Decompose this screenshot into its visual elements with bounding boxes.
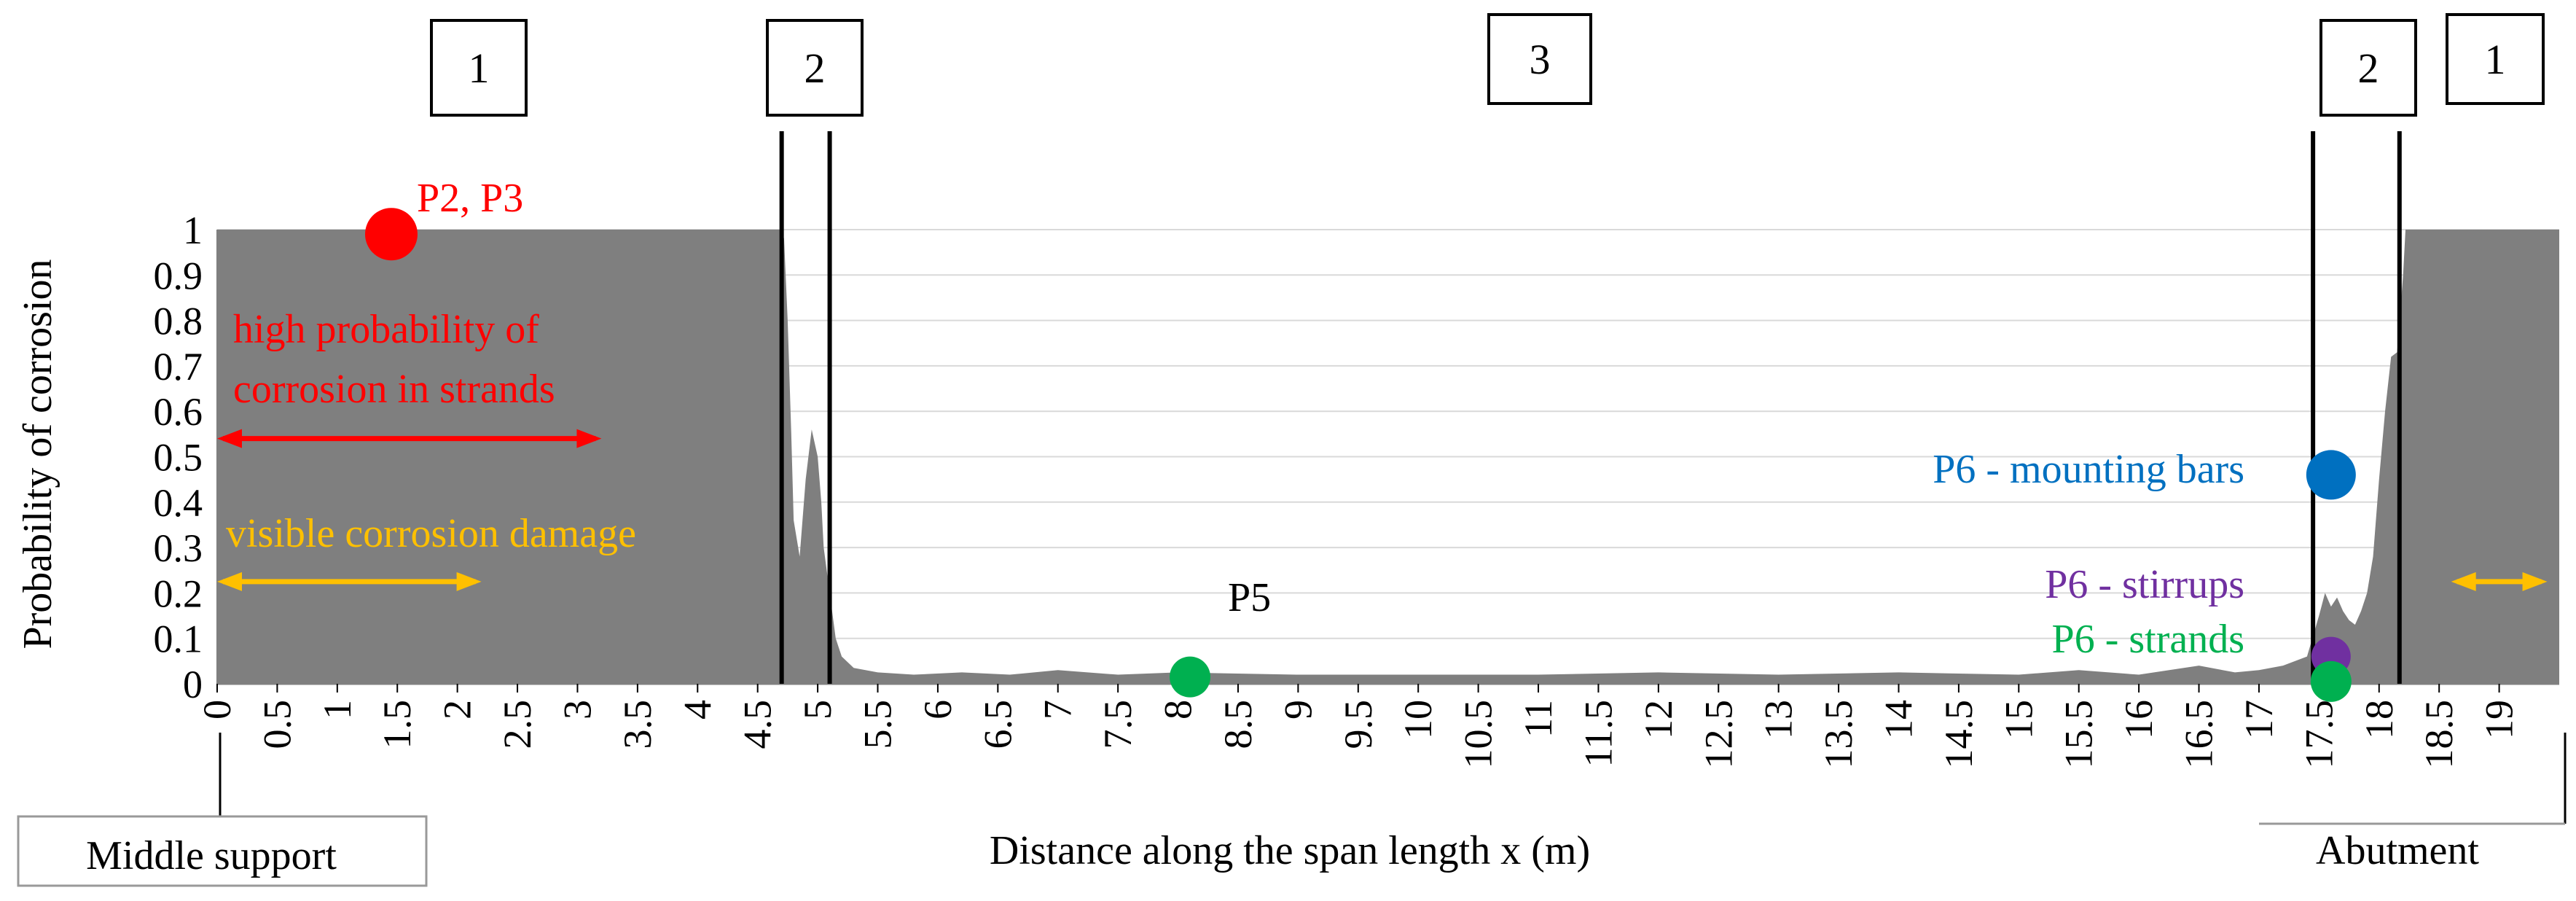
zone-boxes: 1 2 3 2 1: [430, 13, 2545, 117]
zone-box-label: 3: [1530, 36, 1551, 83]
arrow-head-right: [456, 572, 482, 591]
data-point: [1170, 656, 1211, 698]
point-label: P2, P3: [417, 176, 523, 221]
zone-box-label: 2: [804, 44, 826, 92]
x-tick-label: 12: [1637, 700, 1680, 739]
x-tick-label: 8.5: [1216, 700, 1260, 749]
x-tick-label: 9.5: [1336, 700, 1380, 749]
arrow-head-left: [2451, 572, 2476, 591]
x-tick-label: 6: [916, 700, 960, 719]
x-tick-label: 18: [2357, 700, 2401, 739]
zone-lines: [779, 131, 2402, 684]
annotation-visible-corrosion-damage: visible corrosion damage: [226, 511, 636, 556]
zone-box: [1487, 13, 1592, 105]
x-tick-label: 8: [1156, 700, 1200, 719]
x-tick-label: 11: [1516, 700, 1560, 738]
range-arrows: [217, 429, 2548, 591]
zone-box-label: 1: [469, 44, 490, 92]
y-tick-label: 0.5: [154, 436, 203, 480]
y-tick-label: 0.9: [154, 254, 203, 297]
x-tick-label: 11.5: [1576, 700, 1620, 768]
x-tick-label: 7: [1036, 700, 1080, 719]
x-tick-label: 5: [796, 700, 839, 719]
y-axis-title: Probability of corrosion: [15, 259, 60, 649]
y-tick-label: 0.3: [154, 526, 203, 570]
x-tick-label: 14: [1876, 700, 1920, 739]
y-tick-label: 0.1: [154, 617, 203, 661]
data-point: [2310, 660, 2352, 702]
x-tick-label: 9: [1276, 700, 1320, 719]
x-tick-label: 15.5: [2057, 700, 2101, 769]
x-tick-label: 18.5: [2417, 700, 2461, 769]
annotation-high-probability: high probability of: [233, 307, 539, 352]
x-tick-label: 10.5: [1457, 700, 1500, 769]
point-label: P6 - mounting bars: [1933, 447, 2244, 492]
x-tick-label: 2: [436, 700, 479, 719]
zone-box: [766, 19, 864, 117]
x-tick-label: 17: [2237, 700, 2281, 739]
y-tick-label: 0.4: [154, 481, 203, 525]
x-tick-label: 3.5: [616, 700, 659, 749]
x-tick-label: 17.5: [2297, 700, 2341, 769]
x-tick-label: 4: [676, 700, 719, 719]
x-tick-label: 12.5: [1696, 700, 1740, 769]
x-tick-label: 16.5: [2177, 700, 2221, 769]
x-tick-label: 13.5: [1817, 700, 1860, 769]
x-tick-label: 0.5: [255, 700, 299, 749]
x-tick-label: 7.5: [1096, 700, 1140, 749]
point-label: P6 - stirrups: [2045, 562, 2244, 607]
x-tick-label: 14.5: [1937, 700, 1981, 769]
zone-box: [2319, 19, 2417, 117]
x-tick-label: 1: [316, 700, 359, 719]
data-point: [364, 208, 418, 261]
zone-box-label: 2: [2358, 44, 2379, 92]
y-tick-label: 0.8: [154, 300, 203, 343]
arrow-head-right: [576, 429, 602, 448]
arrow-head-left: [217, 429, 242, 448]
y-tick-label: 0.2: [154, 572, 203, 615]
x-tick-label: 10: [1396, 700, 1440, 739]
x-tick-label: 6.5: [976, 700, 1019, 749]
x-tick-labels: 0 0.5 1 1.5 2 2.5 3 3.5 4 4.5 5 5.5 6 6.5 7 7.5 8 8.5 9 9.5…: [195, 700, 2521, 769]
x-tick-label: 19: [2478, 700, 2521, 739]
zone-box: [2446, 13, 2545, 105]
x-tick-label: 5.5: [856, 700, 900, 749]
point-label: P5: [1228, 575, 1271, 620]
axes: [216, 230, 2559, 693]
y-tick-label: 1: [183, 208, 203, 252]
arrow-head-right: [2522, 572, 2548, 591]
x-tick-label: 2.5: [496, 700, 539, 749]
y-tick-label: 0: [183, 663, 203, 706]
zone-box: [430, 19, 528, 117]
x-axis-title: Distance along the span length x (m): [990, 828, 1590, 873]
data-point: [2306, 450, 2356, 500]
x-tick-label: 15: [1997, 700, 2040, 739]
x-tick-label: 1.5: [375, 700, 419, 749]
x-tick-label: 4.5: [736, 700, 780, 749]
abutment-label: Abutment: [2316, 828, 2479, 873]
x-tick-label: 0: [195, 700, 239, 719]
y-tick-label: 0.6: [154, 390, 203, 434]
annotation-corrosion-in-strands: corrosion in strands: [233, 367, 555, 412]
point-label: P6 - strands: [2052, 617, 2244, 662]
middle-support-box: [17, 815, 428, 887]
measurement-points: P2, P3 P5 P6 - mounting bars P6 - stirrups P…: [364, 176, 2356, 702]
x-tick-label: 3: [555, 700, 599, 719]
area-layer: [217, 230, 2559, 684]
arrow-head-left: [217, 572, 242, 591]
probability-area: [217, 230, 2559, 684]
zone-box-label: 1: [2485, 36, 2506, 83]
x-tick-label: 13: [1757, 700, 1801, 739]
x-tick-label: 16: [2117, 700, 2161, 739]
middle-support-label: Middle support: [86, 833, 337, 878]
y-tick-labels: 00.10.20.30.40.50.60.70.80.91: [154, 208, 203, 706]
y-tick-label: 0.7: [154, 345, 203, 389]
